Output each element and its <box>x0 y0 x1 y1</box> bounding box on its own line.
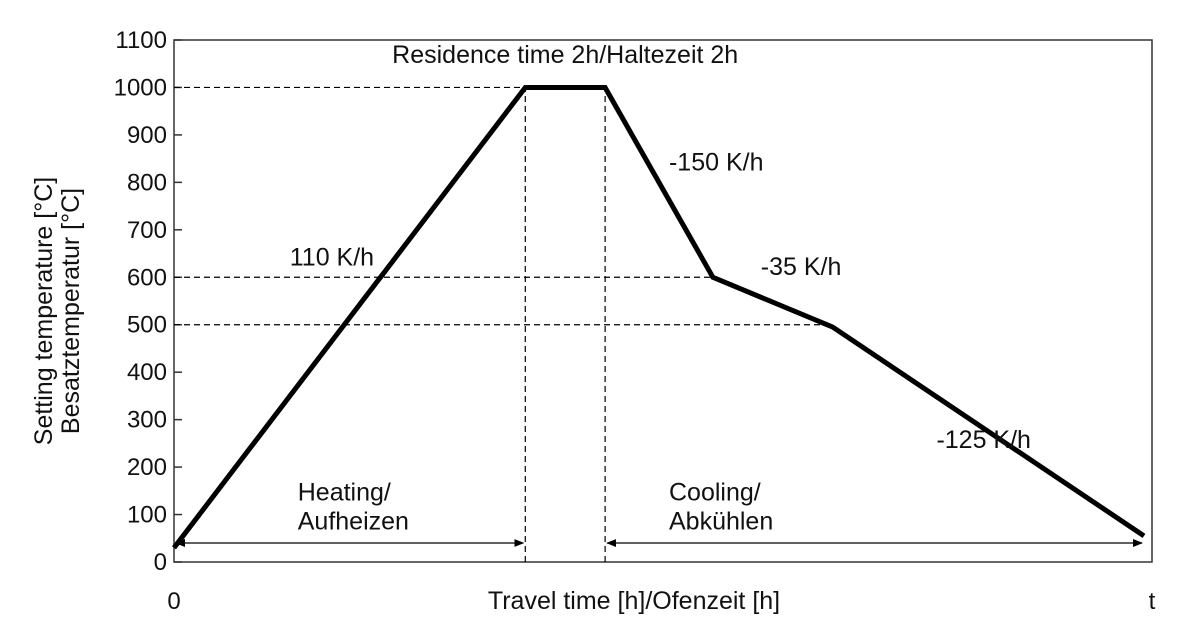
y-axis-title-line-1: Setting temperature [°C] <box>30 177 58 445</box>
reference-lines <box>174 86 833 562</box>
y-tick-label: 1100 <box>115 27 167 54</box>
plot-border <box>173 39 1153 563</box>
y-tick-label: 1000 <box>114 74 167 101</box>
cooling-phase-label-line-1: Cooling/ <box>669 478 761 506</box>
y-tick-label: 100 <box>127 502 167 529</box>
series-layer <box>172 85 1146 550</box>
y-axis-ticks: 0 100 200 300 400 500 600 700 800 900 1000 1100 <box>114 27 182 576</box>
phase-arrows: Heating/Aufheizen Cooling/Abkühlen <box>175 478 1144 548</box>
y-axis-title: Setting temperature [°C] Besatztemperatu… <box>30 177 85 445</box>
y-tick-label: 600 <box>127 264 167 291</box>
y-tick-label: 700 <box>127 217 167 244</box>
heat-rate-annotation: 110 K/h <box>290 243 374 271</box>
y-tick-label: 400 <box>127 359 167 386</box>
cool-rate-2-annotation: -35 K/h <box>761 253 842 281</box>
temperature-curve <box>172 85 1146 550</box>
cool-rate-1-annotation: -150 K/h <box>669 149 764 177</box>
y-tick-label: 500 <box>127 312 167 339</box>
cool-rate-3-annotation: -125 K/h <box>936 426 1031 454</box>
y-tick-label: 900 <box>127 122 167 149</box>
plot-frame <box>173 39 1153 563</box>
y-tick-label: 800 <box>127 169 167 196</box>
cooling-phase-label-line-2: Abkühlen <box>669 508 773 536</box>
x-tick-label: t <box>1149 588 1156 615</box>
hold-annotation: Residence time 2h/Haltezeit 2h <box>392 41 738 69</box>
heating-phase-label-line-1: Heating/ <box>298 478 391 506</box>
y-tick-label: 200 <box>127 454 167 481</box>
y-tick-label: 300 <box>127 407 167 434</box>
x-tick-label: 0 <box>167 588 180 615</box>
heating-phase-label-line-2: Aufheizen <box>298 508 409 536</box>
annotations: Residence time 2h/Haltezeit 2h 110 K/h -15… <box>290 41 1031 454</box>
y-axis-title-line-2: Besatztemperatur [°C] <box>57 188 85 434</box>
x-axis-title: Travel time [h]/Ofenzeit [h] <box>488 587 780 615</box>
y-tick-label: 0 <box>154 549 167 576</box>
